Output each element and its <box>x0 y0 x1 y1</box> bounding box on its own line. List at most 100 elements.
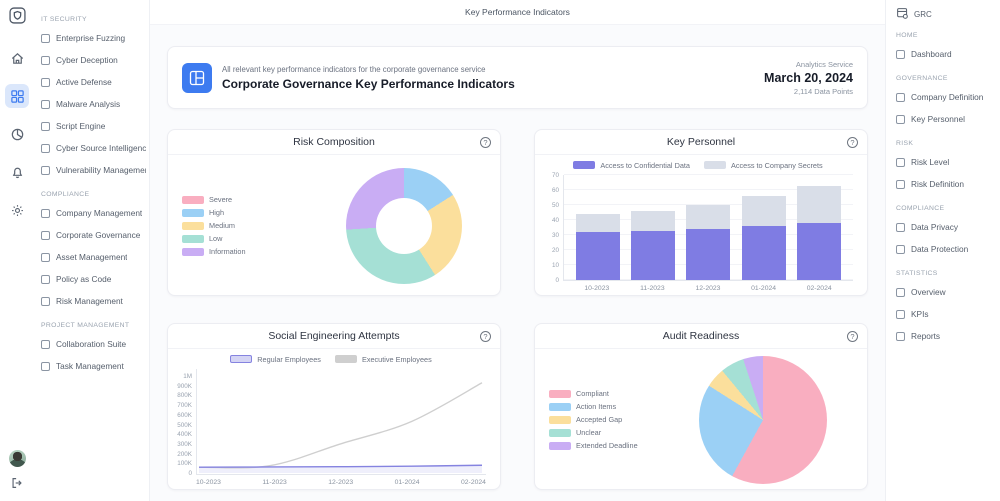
y-axis-tick: 40 <box>552 217 559 224</box>
risk-composition-donut <box>346 168 462 284</box>
risk-level-icon <box>896 158 905 167</box>
legend-swatch <box>549 403 571 411</box>
home-icon[interactable] <box>5 46 29 70</box>
enterprise-fuzzing-icon <box>41 34 50 43</box>
legend-label: Extended Deadline <box>576 441 638 450</box>
help-icon[interactable]: ? <box>480 137 491 148</box>
kpi-card-title: Corporate Governance Key Performance Ind… <box>222 77 515 91</box>
chart-row: 0100K200K300K400K500K600K700K800K900K1M <box>176 369 486 475</box>
rightbar-item-data-privacy[interactable]: Data Privacy <box>896 216 998 238</box>
chart-title: Key Personnel <box>667 136 735 148</box>
right-sidebar-menu: HOMEDashboardGOVERNANCECompany Definitio… <box>896 32 998 347</box>
rightbar-item-data-protection[interactable]: Data Protection <box>896 238 998 260</box>
sidebar-item-company-management[interactable]: Company Management <box>38 202 146 224</box>
y-axis-tick: 10 <box>552 262 559 269</box>
x-axis-label: 12-2023 <box>328 475 353 490</box>
reports-icon <box>896 332 905 341</box>
sidebar-item-task-management[interactable]: Task Management <box>38 355 146 377</box>
sidebar-item-policy-as-code[interactable]: Policy as Code <box>38 268 146 290</box>
line-chart-svg <box>197 369 486 474</box>
sidebar-section-label: IT SECURITY <box>41 16 146 23</box>
rail-bottom <box>9 450 26 495</box>
sidebar-item-collaboration-suite[interactable]: Collaboration Suite <box>38 333 146 355</box>
notifications-bell-icon[interactable] <box>5 160 29 184</box>
analytics-pie-icon[interactable] <box>5 122 29 146</box>
rightbar-item-label: Data Privacy <box>911 222 958 232</box>
legend-label: Regular Employees <box>257 355 321 364</box>
social-engineering-body: Regular EmployeesExecutive Employees 010… <box>168 349 500 490</box>
company-definition-icon <box>896 93 905 102</box>
y-axis-tick: 500K <box>177 422 192 429</box>
bar-group-01-2024 <box>742 196 786 280</box>
settings-gear-icon[interactable] <box>5 198 29 222</box>
chart-title: Audit Readiness <box>663 330 739 342</box>
rightbar-section-label: RISK <box>896 140 998 147</box>
y-axis-tick: 60 <box>552 187 559 194</box>
asset-management-icon <box>41 253 50 262</box>
script-engine-icon <box>41 122 50 131</box>
user-avatar[interactable] <box>9 450 26 467</box>
sidebar-item-cyber-source-intelligence[interactable]: Cyber Source Intelligence <box>38 137 146 159</box>
rightbar-item-risk-definition[interactable]: Risk Definition <box>896 173 998 195</box>
legend-swatch <box>335 355 357 363</box>
legend-label: Low <box>209 234 222 243</box>
y-axis-tick: 700K <box>177 402 192 409</box>
rightbar-item-key-personnel[interactable]: Key Personnel <box>896 108 998 130</box>
bar-segment <box>797 186 841 224</box>
card-header: Social Engineering Attempts <box>168 324 500 349</box>
legend-item: Extended Deadline <box>549 441 649 450</box>
x-axis-label: 10-2023 <box>196 475 221 490</box>
main-area: Key Performance Indicators All relevant … <box>150 0 885 501</box>
sidebar-item-malware-analysis[interactable]: Malware Analysis <box>38 93 146 115</box>
rightbar-item-reports[interactable]: Reports <box>896 325 998 347</box>
rightbar-section-label: HOME <box>896 32 998 39</box>
legend-swatch <box>182 235 204 243</box>
key-personnel-bar-plot <box>563 175 853 281</box>
chart-row: 010203040506070 <box>543 175 853 281</box>
sidebar-item-vulnerability-management[interactable]: Vulnerability Management <box>38 159 146 181</box>
sidebar-item-risk-management[interactable]: Risk Management <box>38 290 146 312</box>
bars <box>564 175 853 280</box>
help-icon[interactable]: ? <box>847 331 858 342</box>
sidebar-item-asset-management[interactable]: Asset Management <box>38 246 146 268</box>
logout-icon[interactable] <box>10 476 24 495</box>
risk-composition-legend: SevereHighMediumLowInformation <box>182 195 282 256</box>
chart-card-key-personnel: Key Personnel ? Access to Confidential D… <box>534 129 868 296</box>
legend-swatch <box>230 355 252 363</box>
corporate-governance-icon <box>41 231 50 240</box>
rightbar-item-label: Overview <box>911 287 946 297</box>
sidebar-item-script-engine[interactable]: Script Engine <box>38 115 146 137</box>
rightbar-item-dashboard[interactable]: Dashboard <box>896 43 998 65</box>
help-icon[interactable]: ? <box>480 331 491 342</box>
rightbar-item-overview[interactable]: Overview <box>896 281 998 303</box>
rightbar-section-label: STATISTICS <box>896 270 998 277</box>
y-axis-tick: 70 <box>552 172 559 179</box>
sidebar-item-cyber-deception[interactable]: Cyber Deception <box>38 49 146 71</box>
help-icon[interactable]: ? <box>847 137 858 148</box>
sidebar-item-corporate-governance[interactable]: Corporate Governance <box>38 224 146 246</box>
rightbar-item-kpis[interactable]: KPIs <box>896 303 998 325</box>
y-axis-tick: 20 <box>552 247 559 254</box>
rightbar-item-risk-level[interactable]: Risk Level <box>896 151 998 173</box>
legend-swatch <box>549 442 571 450</box>
legend-swatch <box>182 248 204 256</box>
grc-app-switcher[interactable]: GRC <box>896 7 998 22</box>
bar-segment <box>631 231 675 281</box>
card-header: Risk Composition <box>168 130 500 155</box>
sidebar-item-active-defense[interactable]: Active Defense <box>38 71 146 93</box>
dashboard-icon[interactable] <box>5 84 29 108</box>
legend-swatch <box>573 161 595 169</box>
sidebar-item-label: Cyber Source Intelligence <box>56 143 146 153</box>
sidebar-item-enterprise-fuzzing[interactable]: Enterprise Fuzzing <box>38 27 146 49</box>
bar-group-10-2023 <box>576 214 620 280</box>
bar-group-12-2023 <box>686 205 730 280</box>
y-axis-tick: 900K <box>177 383 192 390</box>
legend-item: Executive Employees <box>335 355 432 364</box>
y-axis-tick: 800K <box>177 392 192 399</box>
rightbar-item-company-definition[interactable]: Company Definition <box>896 86 998 108</box>
company-management-icon <box>41 209 50 218</box>
legend-item: Low <box>182 234 282 243</box>
social-engineering-line-plot <box>196 369 486 475</box>
x-axis-label: 11-2023 <box>630 281 674 296</box>
page-title: Key Performance Indicators <box>465 7 570 17</box>
